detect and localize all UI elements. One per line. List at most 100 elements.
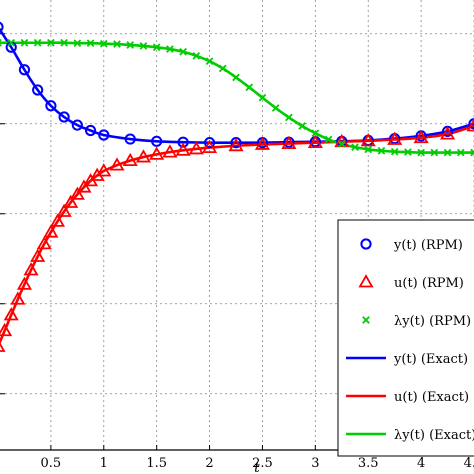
data-point <box>232 73 240 82</box>
data-point <box>152 43 161 52</box>
data-point <box>0 21 4 33</box>
data-point <box>470 148 474 157</box>
data-point <box>364 145 373 154</box>
data-point <box>175 142 191 156</box>
data-point <box>311 129 320 138</box>
data-point <box>245 83 254 92</box>
data-point <box>205 57 214 66</box>
data-point <box>351 143 359 151</box>
legend-entry-y-rpm: y(t) (RPM) <box>393 238 463 253</box>
data-point <box>113 40 121 48</box>
x-tick-labels: 0.5 1 1.5 2 2.5 3 3.5 4 4.5 <box>41 456 474 471</box>
data-point <box>0 38 2 47</box>
data-point <box>98 129 110 141</box>
data-point <box>218 64 227 73</box>
data-point <box>271 104 280 112</box>
data-point <box>202 139 218 154</box>
data-point <box>135 149 151 163</box>
data-point <box>56 203 72 217</box>
legend: y(t) (RPM) u(t) (RPM) λy(t) (RPM) y(t) (Exa… <box>337 219 474 457</box>
data-point <box>23 262 39 276</box>
legend-entry-lambda-exact: λy(t) (Exact) <box>394 428 474 443</box>
data-point <box>3 307 19 321</box>
data-point <box>179 47 187 56</box>
data-point <box>18 64 31 76</box>
data-point <box>122 152 138 167</box>
data-point <box>281 135 297 149</box>
data-point <box>162 144 178 158</box>
legend-entry-u-exact: u(t) (Exact) <box>394 390 469 405</box>
data-point <box>30 248 46 262</box>
data-point <box>73 39 82 48</box>
data-point <box>413 129 429 144</box>
legend-symbol <box>360 238 372 250</box>
x-tick-label: 4.5 <box>464 456 474 471</box>
data-point <box>324 135 333 144</box>
data-point <box>33 38 42 47</box>
data-point <box>20 38 29 47</box>
legend-entry-y-exact: y(t) (Exact) <box>393 352 468 367</box>
data-point <box>99 39 108 48</box>
data-point <box>45 100 57 112</box>
data-point <box>258 93 267 102</box>
data-point <box>228 137 244 152</box>
data-point <box>177 136 189 148</box>
x-tick-label: 2 <box>205 456 213 471</box>
data-point <box>47 38 55 47</box>
data-point <box>60 38 68 47</box>
data-point <box>96 163 112 177</box>
data-point <box>63 194 79 208</box>
x-tick-label: 2.5 <box>252 456 273 471</box>
data-point <box>71 119 83 131</box>
legend-entry-lambda-rpm: λy(t) (RPM) <box>394 314 471 329</box>
data-point <box>307 134 323 149</box>
data-point <box>203 137 216 149</box>
x-tick-label: 3.5 <box>358 456 379 471</box>
data-point <box>124 133 136 145</box>
data-point <box>417 148 425 157</box>
x-tick-label: 1.5 <box>146 456 167 471</box>
data-point <box>387 131 403 145</box>
data-point <box>49 213 66 227</box>
data-point <box>76 179 92 193</box>
data-point <box>456 148 465 157</box>
data-point <box>360 133 376 147</box>
data-point <box>43 224 59 238</box>
data-point <box>443 148 452 157</box>
x-tick-label: 0.5 <box>41 456 62 471</box>
data-point <box>86 39 95 48</box>
data-point <box>377 146 386 155</box>
data-point <box>84 124 97 137</box>
data-point <box>32 84 44 96</box>
x-axis-label: t <box>254 460 260 474</box>
legend-symbol <box>358 274 374 288</box>
data-point <box>149 146 165 160</box>
legend-box <box>337 219 474 457</box>
data-point <box>126 41 135 49</box>
data-point <box>254 136 270 150</box>
data-point <box>430 148 439 157</box>
data-point <box>7 38 16 47</box>
data-point <box>69 186 85 200</box>
data-point <box>16 276 32 290</box>
data-point <box>36 236 52 250</box>
data-point <box>298 122 306 130</box>
data-point <box>285 113 293 122</box>
x-tick-label: 4 <box>417 456 425 471</box>
data-point <box>0 342 6 352</box>
data-point <box>151 135 163 147</box>
data-point <box>109 157 125 171</box>
data-point <box>10 291 26 305</box>
legend-symbol <box>362 316 370 324</box>
data-point <box>139 42 148 50</box>
data-point <box>466 118 474 132</box>
data-point <box>440 126 456 140</box>
data-point <box>188 141 204 155</box>
data-point <box>192 51 201 60</box>
data-point <box>0 322 13 337</box>
legend-entry-u-rpm: u(t) (RPM) <box>394 276 464 291</box>
data-point <box>337 140 346 148</box>
data-point <box>404 148 412 156</box>
data-point <box>166 45 174 53</box>
